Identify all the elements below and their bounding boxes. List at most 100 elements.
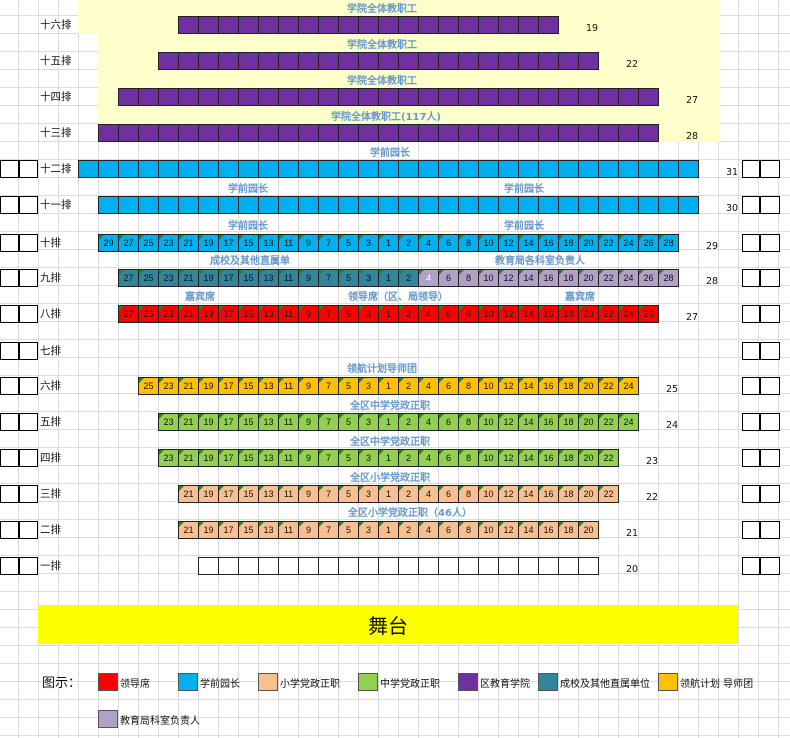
seat[interactable] [278,88,299,106]
seat[interactable]: 13 [258,521,279,539]
seat[interactable] [338,196,359,214]
seat[interactable] [178,160,199,178]
seat[interactable] [258,88,279,106]
seat[interactable] [638,196,659,214]
seat[interactable] [438,52,459,70]
seat[interactable]: 1 [378,449,399,467]
seat[interactable]: 1 [378,413,399,431]
seat[interactable] [458,124,479,142]
seat[interactable] [598,88,619,106]
seat[interactable]: 1 [378,305,399,323]
seat[interactable] [238,16,259,34]
seat[interactable]: 4 [418,413,439,431]
seat[interactable]: 7 [318,377,339,395]
seat[interactable]: 12 [498,521,519,539]
seat[interactable] [138,124,159,142]
seat[interactable]: 2 [398,377,419,395]
seat[interactable]: 2 [398,485,419,503]
seat[interactable] [558,196,579,214]
seat[interactable]: 10 [478,485,499,503]
seat[interactable]: 9 [298,413,319,431]
seat[interactable] [418,160,439,178]
seat[interactable] [198,88,219,106]
seat[interactable] [378,88,399,106]
seat[interactable] [378,124,399,142]
seat[interactable] [338,124,359,142]
seat[interactable]: 26 [638,269,659,287]
seat[interactable]: 15 [238,377,259,395]
seat[interactable] [158,124,179,142]
seat[interactable]: 25 [138,377,159,395]
seat[interactable] [218,88,239,106]
seat[interactable] [198,557,219,575]
seat[interactable]: 14 [518,234,539,252]
seat[interactable] [278,557,299,575]
seat[interactable] [438,196,459,214]
seat[interactable]: 13 [258,449,279,467]
seat[interactable] [198,16,219,34]
seat[interactable]: 9 [298,521,319,539]
seat[interactable]: 22 [598,234,619,252]
seat[interactable]: 3 [358,449,379,467]
seat[interactable]: 11 [278,305,299,323]
seat[interactable] [418,16,439,34]
seat[interactable]: 21 [178,234,199,252]
seat[interactable] [658,160,679,178]
seat[interactable] [438,124,459,142]
seat[interactable]: 10 [478,234,499,252]
seat[interactable] [558,557,579,575]
seat[interactable]: 21 [178,485,199,503]
seat[interactable] [398,124,419,142]
seat[interactable] [478,557,499,575]
seat[interactable]: 3 [358,269,379,287]
seat[interactable]: 2 [398,521,419,539]
seat[interactable]: 22 [598,413,619,431]
seat[interactable]: 21 [178,377,199,395]
seat[interactable]: 19 [198,485,219,503]
seat[interactable]: 7 [318,234,339,252]
seat[interactable] [118,124,139,142]
seat[interactable]: 17 [218,377,239,395]
seat[interactable] [518,160,539,178]
seat[interactable] [418,88,439,106]
seat[interactable] [378,16,399,34]
seat[interactable]: 15 [238,234,259,252]
seat[interactable]: 11 [278,377,299,395]
seat[interactable] [258,160,279,178]
seat[interactable]: 2 [398,269,419,287]
seat[interactable]: 4 [418,449,439,467]
seat[interactable] [618,88,639,106]
seat[interactable]: 6 [438,521,459,539]
seat[interactable]: 15 [238,449,259,467]
seat[interactable]: 20 [578,413,599,431]
seat[interactable] [338,557,359,575]
seat[interactable] [278,16,299,34]
seat[interactable] [398,52,419,70]
seat[interactable]: 12 [498,234,519,252]
seat[interactable] [378,160,399,178]
seat[interactable] [358,124,379,142]
seat[interactable]: 19 [198,305,219,323]
seat[interactable] [478,52,499,70]
seat[interactable] [518,196,539,214]
seat[interactable]: 14 [518,521,539,539]
seat[interactable]: 22 [598,269,619,287]
seat[interactable] [158,52,179,70]
seat[interactable] [298,160,319,178]
seat[interactable] [578,196,599,214]
seat[interactable]: 14 [518,305,539,323]
seat[interactable] [298,88,319,106]
seat[interactable]: 24 [618,234,639,252]
seat[interactable] [358,16,379,34]
seat[interactable]: 20 [578,234,599,252]
seat[interactable] [218,16,239,34]
seat[interactable]: 2 [398,305,419,323]
seat[interactable] [538,16,559,34]
seat[interactable]: 26 [638,305,659,323]
seat[interactable]: 17 [218,234,239,252]
seat[interactable] [498,557,519,575]
seat[interactable]: 8 [458,449,479,467]
seat[interactable] [378,196,399,214]
seat[interactable]: 14 [518,485,539,503]
seat[interactable] [438,16,459,34]
